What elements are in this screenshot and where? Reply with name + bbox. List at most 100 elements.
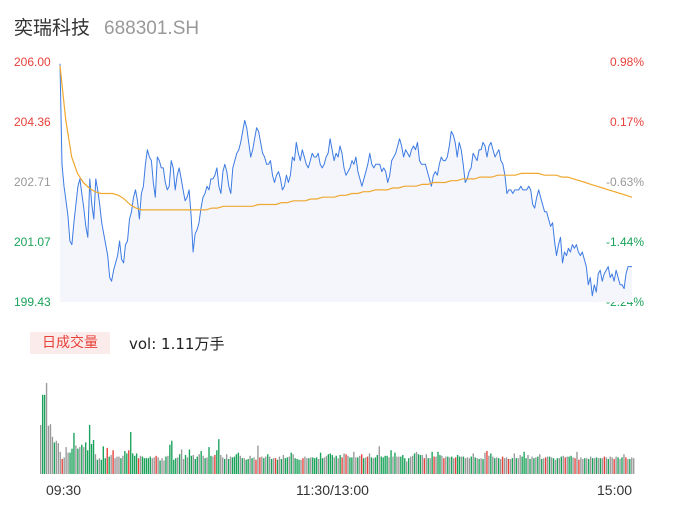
volume-bar <box>586 458 588 474</box>
stock-title: 奕瑞科技 688301.SH <box>14 13 199 40</box>
volume-bar <box>619 458 621 474</box>
volume-bar <box>63 457 65 474</box>
volume-bar <box>310 457 312 474</box>
volume-bar <box>41 394 44 474</box>
volume-bar <box>617 457 619 474</box>
volume-bar <box>402 455 404 474</box>
volume-bar <box>130 432 132 474</box>
volume-bar <box>476 458 478 474</box>
volume-bar <box>222 457 224 474</box>
volume-bar <box>104 458 106 474</box>
volume-bar <box>155 455 157 474</box>
volume-bar <box>43 394 46 474</box>
volume-bar <box>65 447 67 474</box>
price-area <box>60 63 632 302</box>
volume-bar <box>40 424 42 474</box>
volume-bar <box>521 456 523 474</box>
volume-bar <box>468 458 470 474</box>
volume-bar <box>372 458 375 474</box>
volume-bar <box>300 459 302 474</box>
volume-bar <box>67 452 69 474</box>
volume-bar <box>591 458 594 474</box>
volume-bar <box>92 439 95 474</box>
volume-bar <box>231 457 234 474</box>
volume-bar <box>245 459 247 474</box>
volume-bar <box>439 455 441 474</box>
volume-bar <box>413 453 416 474</box>
volume-bar <box>267 454 269 474</box>
volume-bar <box>265 456 267 474</box>
volume-bar <box>537 456 539 474</box>
volume-bar <box>120 458 122 474</box>
volume-bar <box>73 432 75 474</box>
volume-bar <box>317 458 320 474</box>
volume-bar <box>576 451 578 474</box>
volume-bar <box>116 456 118 474</box>
volume-bar <box>255 459 257 474</box>
volume-bar <box>315 457 318 474</box>
volume-bar <box>349 457 351 474</box>
volume-bar <box>560 456 562 474</box>
volume-bar <box>515 458 517 474</box>
volume-bar <box>218 439 220 474</box>
volume-bar <box>163 460 165 474</box>
volume-bar <box>331 455 333 474</box>
volume-bar <box>441 455 443 474</box>
volume-bar <box>429 458 431 474</box>
volume-bar <box>239 455 242 474</box>
volume-bar <box>110 455 112 474</box>
volume-bar <box>554 459 557 474</box>
volume-bar <box>276 459 279 474</box>
volume-bar <box>566 456 568 474</box>
volume-bar <box>321 458 324 474</box>
pct-tick-3: -1.44% <box>605 235 644 249</box>
volume-bar <box>212 456 214 474</box>
volume-bar <box>488 455 490 474</box>
volume-bar <box>308 458 310 474</box>
volume-bar <box>290 452 292 474</box>
volume-bar <box>599 458 602 474</box>
volume-bar <box>306 458 308 474</box>
volume-bar <box>466 457 469 474</box>
volume-bar <box>525 458 527 474</box>
volume-bar <box>374 457 377 474</box>
volume-bar <box>220 455 222 474</box>
volume-bar <box>100 459 103 474</box>
volume-bar <box>386 455 388 474</box>
volume-bar <box>562 455 564 474</box>
volume-bar <box>409 456 412 474</box>
volume-bar <box>83 447 85 474</box>
volume-bar <box>570 455 572 474</box>
volume-bar <box>190 455 193 474</box>
volume-bar <box>456 455 459 474</box>
volume-bar <box>47 425 50 474</box>
pct-tick-1: 0.17% <box>609 115 644 129</box>
volume-bar <box>314 458 316 474</box>
volume-bar <box>427 458 429 474</box>
volume-bar <box>601 458 604 474</box>
volume-bar <box>497 458 500 474</box>
volume-bar <box>139 455 142 474</box>
volume-bar <box>490 453 492 474</box>
price-line <box>59 63 632 297</box>
volume-bar <box>270 458 273 474</box>
volume-bar <box>382 457 384 474</box>
volume-bar <box>214 455 216 474</box>
volume-bar <box>582 458 584 474</box>
volume-bar <box>329 453 332 474</box>
volume-bar <box>362 458 365 474</box>
volume-bar <box>182 458 185 474</box>
volume-bar <box>398 456 400 474</box>
volume-bar <box>531 456 533 474</box>
volume-bar <box>323 457 326 474</box>
volume-bar <box>615 456 617 474</box>
volume-bar <box>251 458 253 474</box>
volume-bar <box>533 458 535 474</box>
volume-bar <box>511 458 514 474</box>
volume-bar <box>578 459 580 474</box>
volume-bar <box>71 448 73 474</box>
volume-bar <box>165 456 167 474</box>
volume-bar <box>370 457 373 474</box>
volume-bar <box>364 457 367 474</box>
